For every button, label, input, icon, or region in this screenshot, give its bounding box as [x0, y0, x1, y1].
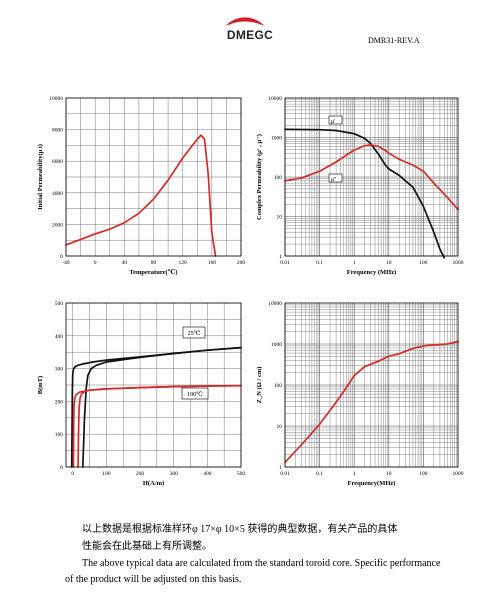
x-tick-label: 1000 — [453, 471, 464, 477]
y-tick-label: 10000 — [268, 96, 282, 102]
y-axis-label: B(mT) — [37, 376, 44, 394]
y-tick-label: 1 — [279, 465, 282, 471]
series-line-1 — [65, 134, 217, 257]
x-tick-label: 200 — [136, 471, 145, 477]
chart-bh-curve: 0 100 200 300 400 500 0 100 200 300 400 500 25℃ 100… — [37, 301, 246, 487]
series-line-1 — [284, 340, 459, 464]
x-tick-label: 100 — [419, 471, 428, 477]
y-tick-label: 300 — [55, 367, 64, 373]
legend-label-mu-prime: μ' — [331, 119, 335, 125]
x-tick-label: 0.01 — [280, 260, 290, 266]
x-tick-label: 40 — [122, 260, 128, 266]
y-tick-label: 4000 — [52, 191, 63, 197]
series-line-1 — [284, 128, 446, 259]
y-tick-label: 200 — [55, 399, 64, 405]
x-axis-label: Frequency (MHz) — [347, 269, 397, 276]
y-tick-label: 100 — [274, 175, 283, 181]
x-tick-label: 0.01 — [280, 471, 290, 477]
y-tick-label: 1 — [279, 254, 282, 260]
y-tick-label: 100 — [274, 383, 283, 389]
y-tick-label: 1000 — [271, 136, 282, 142]
x-tick-label: 500 — [237, 471, 246, 477]
x-tick-label: 400 — [203, 471, 212, 477]
x-tick-label: 80 — [151, 260, 157, 266]
legend-mu-double-prime: μ'' — [328, 173, 343, 183]
x-tick-label: 300 — [170, 471, 179, 477]
chart-impedance: 0.01 0.1 1 10 100 1000 1 10 100 1000 10000 Frequen… — [256, 301, 464, 487]
y-tick-label: 0 — [60, 254, 63, 260]
y-axis-label: Complex Permeability (μ' , μ'') — [256, 134, 263, 220]
y-tick-label: 10000 — [49, 96, 63, 102]
label-100c: 100℃ — [181, 387, 209, 400]
x-tick-label: 10 — [386, 260, 392, 266]
x-tick-label: -40 — [62, 260, 70, 266]
x-axis-label: Frequency(MHz) — [348, 480, 396, 487]
y-tick-label: 10000 — [268, 301, 282, 307]
series-line-4 — [77, 384, 242, 468]
y-axis-label: Z_N (Ω / cm) — [256, 367, 263, 404]
label-100c-text: 100℃ — [187, 391, 203, 398]
y-axis-label: Initial Permeability(μ i) — [37, 144, 44, 210]
x-tick-label: 1 — [353, 260, 356, 266]
chart-permeability-temperature: -40 0 40 80 120 160 2000200040006000800010000 … — [37, 96, 246, 276]
y-tick-label: 10 — [277, 424, 283, 430]
x-tick-label: 0 — [94, 260, 97, 266]
series-line-2 — [81, 346, 242, 468]
y-tick-label: 10 — [277, 215, 283, 221]
x-tick-label: 0.1 — [316, 471, 323, 477]
caption-chinese-line-2: 性能会在此基础上有所调整。 — [82, 541, 212, 552]
x-tick-label: 10 — [386, 471, 392, 477]
document-code: DMR31-REV.A — [368, 36, 420, 45]
x-axis-label: Temperature(℃) — [129, 268, 177, 276]
y-tick-label: 6000 — [52, 159, 63, 165]
label-25c-text: 25℃ — [188, 330, 201, 337]
label-25c: 25℃ — [182, 326, 206, 339]
series-line-3 — [72, 384, 242, 468]
caption-chinese: 以上数据是根据标准样环φ 17×φ 10×5 获得的典型数据，有关产品的具体 性… — [82, 521, 442, 555]
x-tick-label: 0 — [71, 471, 74, 477]
y-tick-label: 2000 — [52, 222, 63, 228]
brand-logo-mark — [225, 17, 265, 26]
y-tick-label: 1000 — [271, 342, 282, 348]
legend-mu-prime: μ' — [328, 115, 343, 125]
y-tick-label: 500 — [55, 301, 64, 307]
caption-chinese-line-1: 以上数据是根据标准样环φ 17×φ 10×5 获得的典型数据，有关产品的具体 — [82, 524, 398, 535]
x-tick-label: 100 — [102, 471, 111, 477]
y-tick-label: 0 — [60, 465, 63, 471]
series-line-2 — [284, 144, 459, 211]
legend-label-mu-double-prime: μ'' — [331, 177, 336, 183]
x-tick-label: 1000 — [453, 260, 464, 266]
x-tick-label: 1 — [353, 471, 356, 477]
y-tick-label: 100 — [55, 432, 64, 438]
y-tick-label: 8000 — [52, 128, 63, 134]
x-tick-label: 160 — [208, 260, 217, 266]
x-axis-label: H(A/m) — [143, 480, 164, 487]
x-tick-label: 0.1 — [316, 260, 323, 266]
x-tick-label: 200 — [237, 260, 246, 266]
y-tick-label: 400 — [55, 334, 64, 340]
x-tick-label: 100 — [419, 260, 428, 266]
x-tick-label: 120 — [179, 260, 188, 266]
brand-name: DMEGC — [226, 28, 274, 42]
caption-english: The above typical data are calculated fr… — [65, 558, 441, 585]
